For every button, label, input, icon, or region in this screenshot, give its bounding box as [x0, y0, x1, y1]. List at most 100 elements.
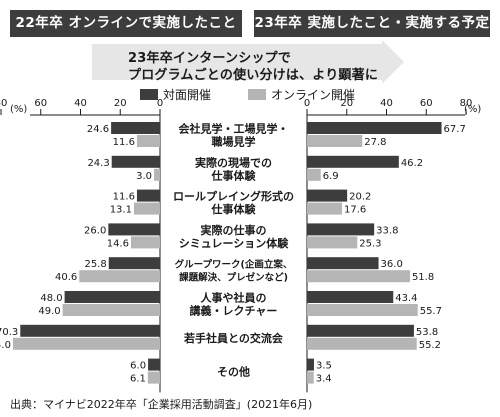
category-label: 仕事体験 [211, 168, 257, 182]
right-bar [307, 358, 314, 371]
right-bar [307, 223, 375, 236]
left-bar-value-label: 40.6 [55, 272, 77, 283]
right-bar-value-label: 17.6 [344, 205, 366, 216]
banner-line-1: 23年卒インターンシップで [128, 51, 292, 66]
left-bar-value-label: 14.6 [107, 238, 129, 249]
left-bar-value-label: 11.6 [113, 137, 135, 148]
category-label: 仕事体験 [211, 202, 257, 216]
category-label: 会社見学・工場見学・ [179, 122, 289, 136]
right-bar-value-label: 53.8 [416, 327, 438, 338]
left-bar [147, 371, 160, 384]
right-bar [307, 202, 342, 215]
legend-label-in-person: 対面開催 [163, 87, 212, 102]
left-bar-value-label: 70.3 [0, 327, 18, 338]
right-bar-value-label: 6.9 [323, 171, 339, 182]
right-bar [307, 189, 348, 202]
left-bar-value-label: 24.6 [87, 124, 109, 135]
category-label: シミュレーション体験 [179, 236, 290, 250]
right-bar [307, 155, 399, 168]
left-bar [108, 257, 160, 270]
category-label: 講義・レクチャー [190, 304, 278, 318]
right-bar [307, 291, 394, 303]
category-label: 課題解決、プレゼンなど) [179, 272, 288, 284]
category-label: 若手社員との交流会 [184, 331, 284, 345]
left-bar-value-label: 24.3 [87, 158, 109, 169]
legend-item-online: オンライン開催 [248, 86, 355, 102]
left-bar-value-label: 25.8 [84, 259, 106, 270]
axis-unit-right: (%) [464, 104, 481, 115]
right-bar [307, 304, 418, 316]
right-bar-value-label: 51.8 [412, 272, 434, 283]
left-bar [133, 202, 160, 215]
right-tick-label: 60 [420, 98, 433, 109]
right-bar [307, 168, 321, 181]
category-label: その他 [217, 365, 250, 379]
left-bar [62, 304, 160, 316]
right-tick-label: 20 [340, 98, 353, 109]
legend-swatch-in-person [140, 88, 158, 100]
left-bar [136, 135, 160, 147]
left-tick-label: 20 [114, 98, 127, 109]
right-bar-value-label: 25.3 [359, 238, 381, 249]
left-bar [136, 189, 160, 202]
banner-line-2: プログラムごとの使い分けは、より顕著に [128, 68, 379, 83]
right-bar [307, 122, 442, 134]
left-bar-value-label: 13.1 [110, 205, 132, 216]
left-bar [79, 270, 160, 283]
right-tick-label: 40 [380, 98, 393, 109]
left-bar [148, 358, 160, 371]
left-tick-label: 0 [157, 98, 163, 109]
right-bar-value-label: 3.5 [316, 361, 332, 372]
category-label: 実際の仕事の [201, 223, 267, 237]
category-label: グループワーク(企画立案、 [175, 259, 293, 271]
left-bar [130, 236, 160, 249]
right-bar [307, 270, 410, 283]
right-bar [307, 236, 358, 249]
left-bar-value-label: 49.0 [38, 306, 60, 317]
category-label: 職場見学 [212, 135, 256, 149]
category-label: 人事や社員の [201, 291, 267, 305]
left-bar [111, 122, 160, 134]
left-panel-header: 22年卒 オンラインで実施したこと [10, 10, 242, 37]
right-bar [307, 257, 379, 270]
category-label: ロールプレイング形式の [173, 189, 294, 203]
right-bar [307, 324, 414, 337]
left-bar-value-label: 6.1 [130, 374, 146, 385]
right-bar-value-label: 43.4 [395, 293, 417, 304]
left-tick-label: 40 [74, 98, 87, 109]
right-bar-value-label: 55.7 [420, 306, 442, 317]
right-bar [307, 337, 417, 350]
left-bar-value-label: 6.0 [130, 361, 146, 372]
right-bar-value-label: 27.8 [364, 137, 386, 148]
left-bar-value-label: 26.0 [84, 225, 106, 236]
left-tick-label: 80 [0, 98, 7, 109]
legend-label-online: オンライン開催 [271, 87, 356, 102]
right-bar [307, 135, 363, 147]
left-bar [108, 223, 160, 236]
left-bar [12, 337, 160, 350]
right-bar-value-label: 3.4 [316, 374, 332, 385]
right-panel-header: 23年卒 実施したこと・実施する予定 [254, 10, 490, 37]
right-bar-value-label: 33.8 [376, 225, 398, 236]
left-bar [154, 168, 160, 181]
category-label: 実際の現場での [195, 155, 272, 169]
right-tick-label: 80 [460, 98, 473, 109]
banner-arrow [92, 40, 404, 84]
right-bar-value-label: 36.0 [381, 259, 403, 270]
right-bar-value-label: 55.2 [419, 340, 441, 351]
right-bar-value-label: 20.2 [349, 192, 371, 203]
left-bar [111, 155, 160, 168]
right-bar-value-label: 67.7 [444, 124, 466, 135]
left-bar-value-label: 48.0 [40, 293, 62, 304]
axis-unit-left: (%) [10, 104, 27, 115]
legend-swatch-online [248, 88, 266, 100]
legend-item-in-person: 対面開催 [140, 86, 211, 102]
right-bar [307, 371, 314, 384]
left-bar-value-label: 3.0 [136, 171, 152, 182]
left-bar-value-label: 74.0 [0, 340, 11, 351]
left-bar-value-label: 11.6 [113, 192, 135, 203]
right-tick-label: 0 [304, 98, 310, 109]
right-bar-value-label: 46.2 [401, 158, 423, 169]
